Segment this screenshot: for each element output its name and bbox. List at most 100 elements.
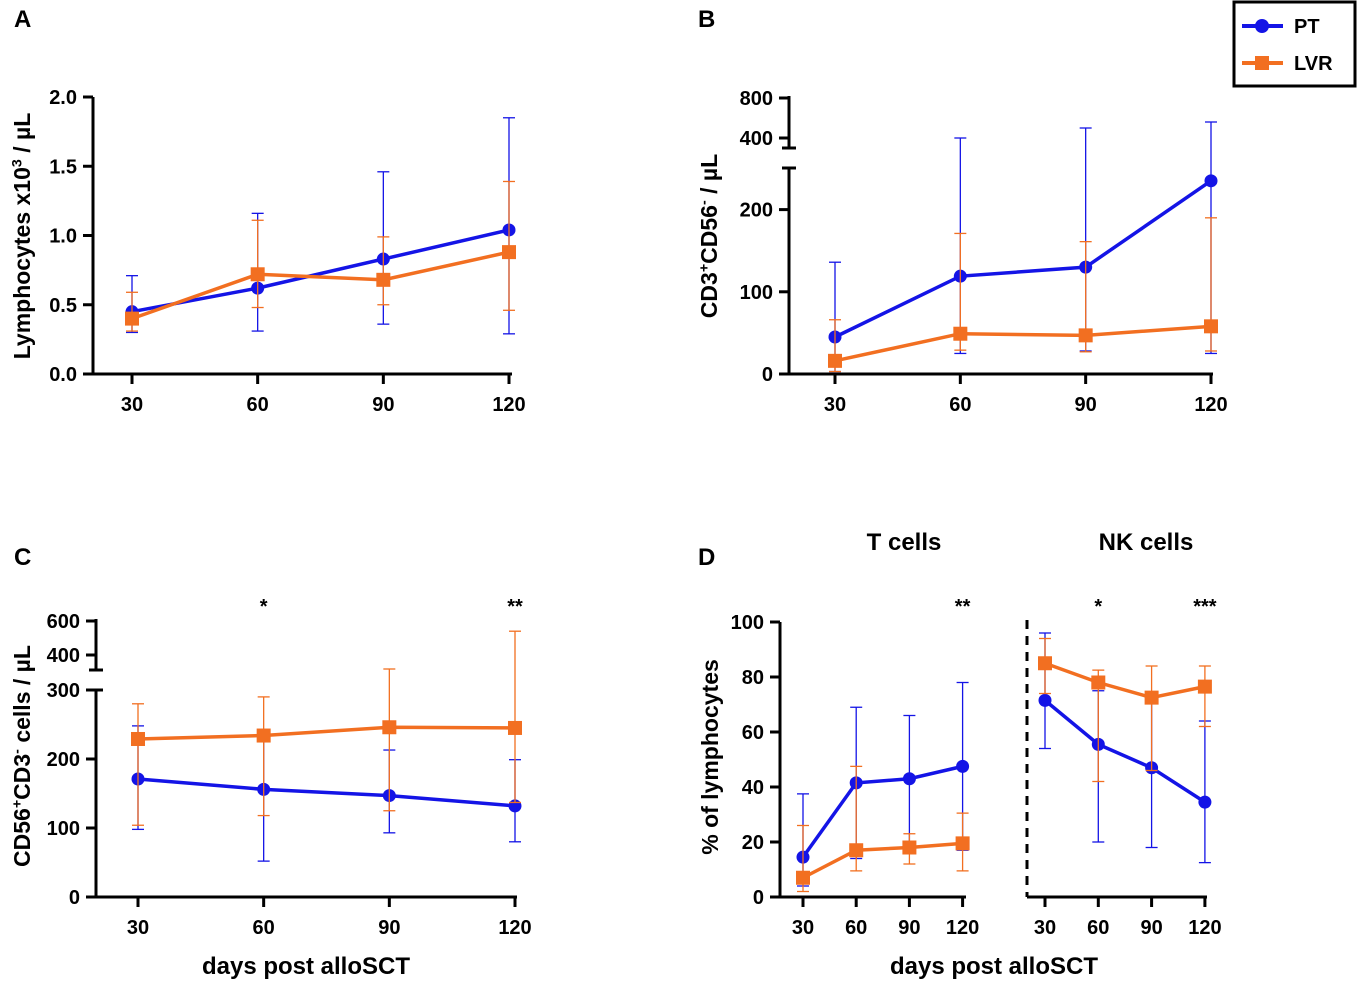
panel-d-x-tick-label: 60: [1087, 917, 1109, 939]
panel-a-point-lvr: [125, 311, 139, 326]
panel-d-x-tick-label: 90: [1140, 917, 1162, 939]
panel-b-point-pt: [1204, 174, 1218, 188]
panel-b-x-tick-label: 60: [949, 394, 971, 416]
panel-d-x-tick-label: 30: [1034, 917, 1056, 939]
legend-marker-lvr: [1255, 56, 1269, 70]
panel-d: 0 20 40 60 80 100 30 60 90 120 T cells ** 30 60 90 120 N…: [731, 529, 1222, 980]
panel-d-point-lvr: [1038, 656, 1052, 671]
panel-c-significance-marker: *: [260, 596, 268, 618]
panel-c-y-label: CD56+CD3- cells / µL: [9, 645, 35, 867]
panel-d-x-tick-label: 60: [845, 917, 867, 939]
panel-b-y-tick-label: 0: [762, 364, 773, 386]
panel-d-y-tick-label: 100: [731, 612, 764, 634]
panel-b-point-lvr: [828, 353, 842, 368]
panel-a-y-tick-label: 0.0: [49, 364, 77, 386]
panel-a-y-tick-label: 1.0: [49, 226, 77, 248]
panel-d-x-tick-label: 30: [792, 917, 814, 939]
panel-b-x-tick-label: 30: [824, 394, 846, 416]
panel-d-point-pt: [956, 759, 970, 773]
panel-c-y-tick-label: 100: [47, 818, 80, 840]
panel-a-x-tick-label: 30: [121, 394, 143, 416]
panel-b-y-tick-label: 200: [740, 200, 773, 222]
panel-d-point-lvr: [1144, 690, 1159, 705]
panel-d-significance-marker: **: [955, 596, 971, 618]
panel-d-subpanel-title: NK cells: [1099, 529, 1194, 556]
panel-d-point-lvr: [1091, 675, 1106, 690]
panel-d-y-tick-label: 60: [742, 722, 764, 744]
panel-a-y-tick-label: 1.5: [49, 156, 77, 178]
panel-c-series-line-pt: [137, 777, 516, 808]
panel-d-x-tick-label: 120: [946, 917, 979, 939]
panel-a-point-lvr: [502, 245, 516, 260]
panel-a-point-lvr: [376, 272, 391, 287]
panel-c-y-tick-label: 400: [47, 645, 80, 667]
panel-b-point-lvr: [1204, 319, 1218, 334]
panel-d-x-tick-label: 120: [1188, 917, 1221, 939]
panel-b-series-line-lvr: [834, 324, 1212, 363]
legend-marker-pt: [1255, 19, 1269, 33]
panel-label-b: B: [698, 6, 715, 33]
panel-d-series-line-lvr: [1044, 661, 1206, 700]
panel-b-y-tick-label: 800: [740, 88, 773, 110]
panel-d-point-lvr: [902, 840, 917, 855]
panel-a-point-lvr: [250, 267, 265, 282]
panel-a-x-tick-label: 90: [372, 394, 394, 416]
panel-c-x-tick-label: 30: [127, 917, 149, 939]
panel-a-x-tick-label: 60: [247, 394, 269, 416]
panel-b-point-lvr: [953, 326, 968, 341]
panel-a-series-line-lvr: [131, 250, 510, 321]
legend-box: [1232, 0, 1357, 88]
panel-d-point-lvr: [796, 870, 810, 885]
panel-c-x-tick-label: 120: [498, 917, 531, 939]
panel-label-d: D: [698, 544, 715, 571]
panel-d-point-lvr: [1197, 679, 1212, 694]
panel-d-series-line-lvr: [802, 841, 963, 880]
panel-b-x-tick-label: 120: [1194, 394, 1227, 416]
legend: PT LVR: [1232, 0, 1357, 88]
panel-c-point-lvr: [256, 728, 271, 743]
panel-a-x-tick-label: 120: [492, 394, 525, 416]
panel-d-point-pt: [902, 772, 916, 786]
panel-d-subpanel-title: T cells: [867, 529, 942, 556]
panel-c-y-tick-label: 0: [69, 887, 80, 909]
panel-d-point-lvr: [955, 836, 970, 851]
panel-b-series-line-pt: [834, 179, 1212, 339]
panel-b-x-tick-label: 90: [1075, 394, 1097, 416]
panel-c-x-label: days post alloSCT: [202, 953, 410, 980]
panel-label-a: A: [14, 6, 31, 33]
legend-label-pt: PT: [1294, 16, 1320, 38]
panel-d-point-pt: [1198, 795, 1212, 809]
panel-d-y-tick-label: 20: [742, 832, 764, 854]
panel-d-series-line-pt: [1043, 699, 1206, 804]
panel-d-subpanel-t-cells: 30 60 90 120 T cells **: [780, 529, 979, 939]
panel-d-significance-marker: *: [1094, 596, 1102, 618]
panel-d-y-tick-label: 40: [742, 777, 764, 799]
panel-c-significance-marker: **: [507, 596, 523, 618]
panel-b-y-label: CD3+CD56- / µL: [696, 154, 722, 318]
panel-a-y-tick-label: 2.0: [49, 87, 77, 109]
panel-d-point-lvr: [849, 843, 864, 858]
panel-c-series-line-lvr: [137, 725, 516, 741]
panel-c-point-lvr: [508, 720, 522, 735]
panel-d-x-label: days post alloSCT: [890, 953, 1098, 980]
legend-label-lvr: LVR: [1294, 53, 1333, 75]
panel-a: 0.0 0.5 1.0 1.5 2.0 30 60 90 120: [49, 87, 526, 416]
panel-b-point-lvr: [1078, 328, 1093, 343]
panel-d-series-line-pt: [801, 764, 963, 859]
panel-label-c: C: [14, 544, 31, 571]
panel-c-point-lvr: [131, 731, 145, 746]
panel-b-y-tick-label: 400: [740, 128, 773, 150]
panel-d-y-tick-label: 0: [753, 887, 764, 909]
panel-a-y-tick-label: 0.5: [49, 295, 77, 317]
panel-b: 0 100 200 400 800 30 60 90 120: [740, 88, 1228, 416]
panel-c-x-tick-label: 90: [378, 917, 400, 939]
panel-c-y-tick-label: 600: [47, 611, 80, 633]
panel-d-y-tick-label: 80: [742, 667, 764, 689]
panel-c-x-tick-label: 60: [253, 917, 275, 939]
panel-c-point-lvr: [382, 720, 397, 735]
panel-c-y-tick-label: 300: [47, 680, 80, 702]
panel-c-y-tick-label: 200: [47, 749, 80, 771]
